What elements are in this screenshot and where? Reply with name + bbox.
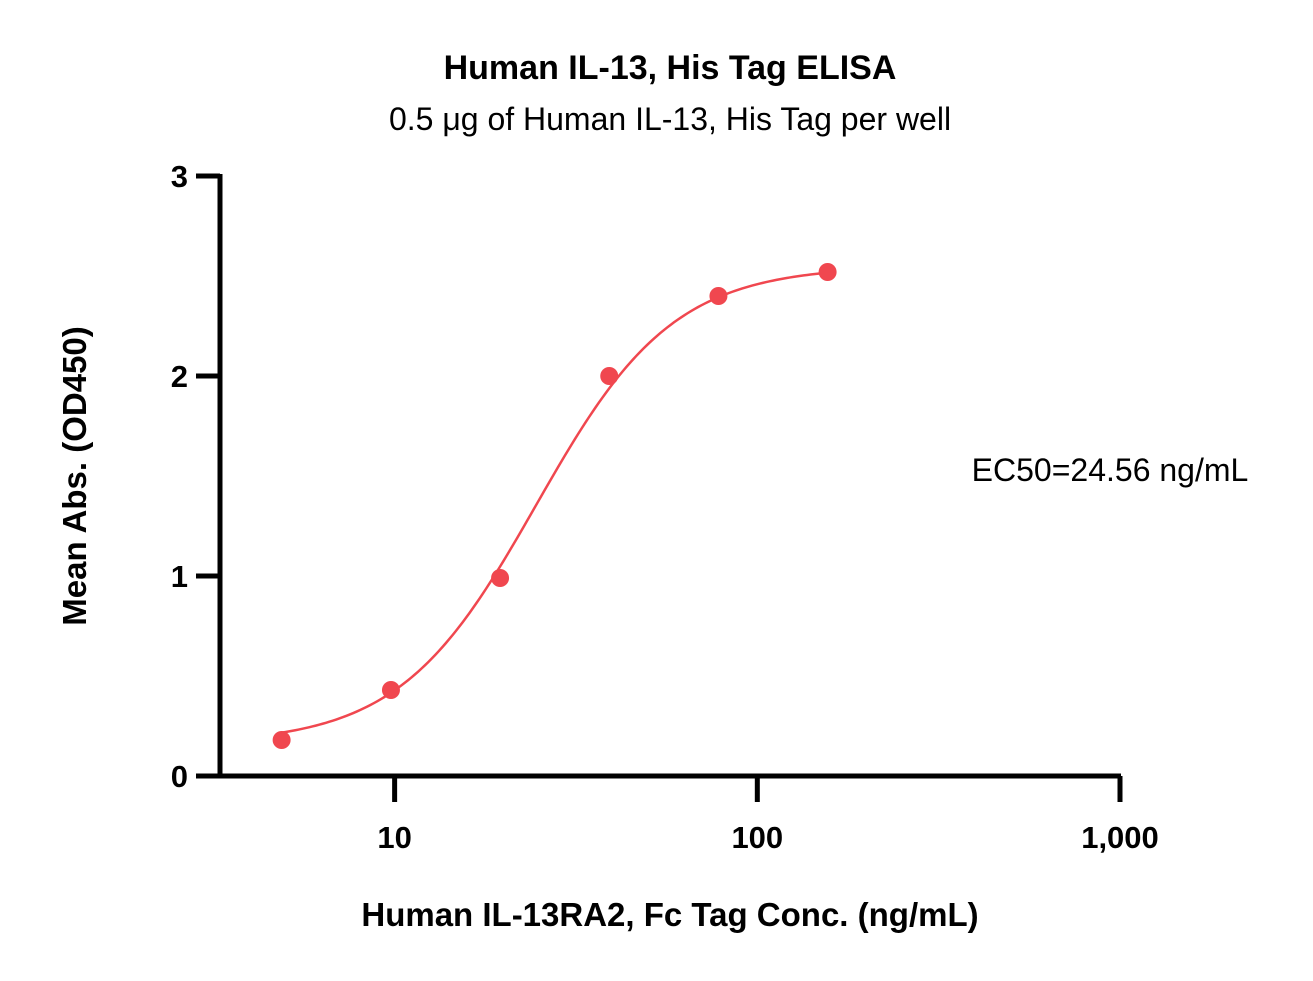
data-point bbox=[381, 681, 400, 699]
fit-curve bbox=[281, 271, 828, 734]
ec50-annotation: EC50=24.56 ng/mL bbox=[972, 452, 1249, 488]
y-axis-label: Mean Abs. (OD450) bbox=[56, 326, 93, 626]
chart-title: Human IL-13, His Tag ELISA bbox=[444, 49, 897, 87]
y-tick-label: 2 bbox=[171, 359, 188, 394]
y-tick-label: 1 bbox=[171, 559, 188, 594]
chart-subtitle: 0.5 μg of Human IL-13, His Tag per well bbox=[389, 101, 951, 137]
data-point bbox=[491, 569, 510, 587]
y-tick-label: 3 bbox=[171, 159, 188, 194]
x-tick-label: 100 bbox=[731, 820, 783, 855]
x-tick-label: 10 bbox=[377, 820, 411, 855]
axes bbox=[217, 174, 1121, 779]
x-ticks: 10 100 1,000 bbox=[377, 776, 1159, 855]
x-axis-label: Human IL-13RA2, Fc Tag Conc. (ng/mL) bbox=[361, 896, 978, 933]
data-point bbox=[600, 367, 619, 385]
y-tick-label: 0 bbox=[171, 759, 188, 794]
data-points bbox=[272, 263, 837, 749]
data-point bbox=[272, 731, 291, 749]
y-ticks: 0 1 2 3 bbox=[171, 159, 220, 794]
x-tick-label: 1,000 bbox=[1081, 820, 1159, 855]
fit-layer bbox=[281, 271, 828, 734]
data-point bbox=[818, 263, 837, 281]
data-point bbox=[709, 287, 728, 305]
